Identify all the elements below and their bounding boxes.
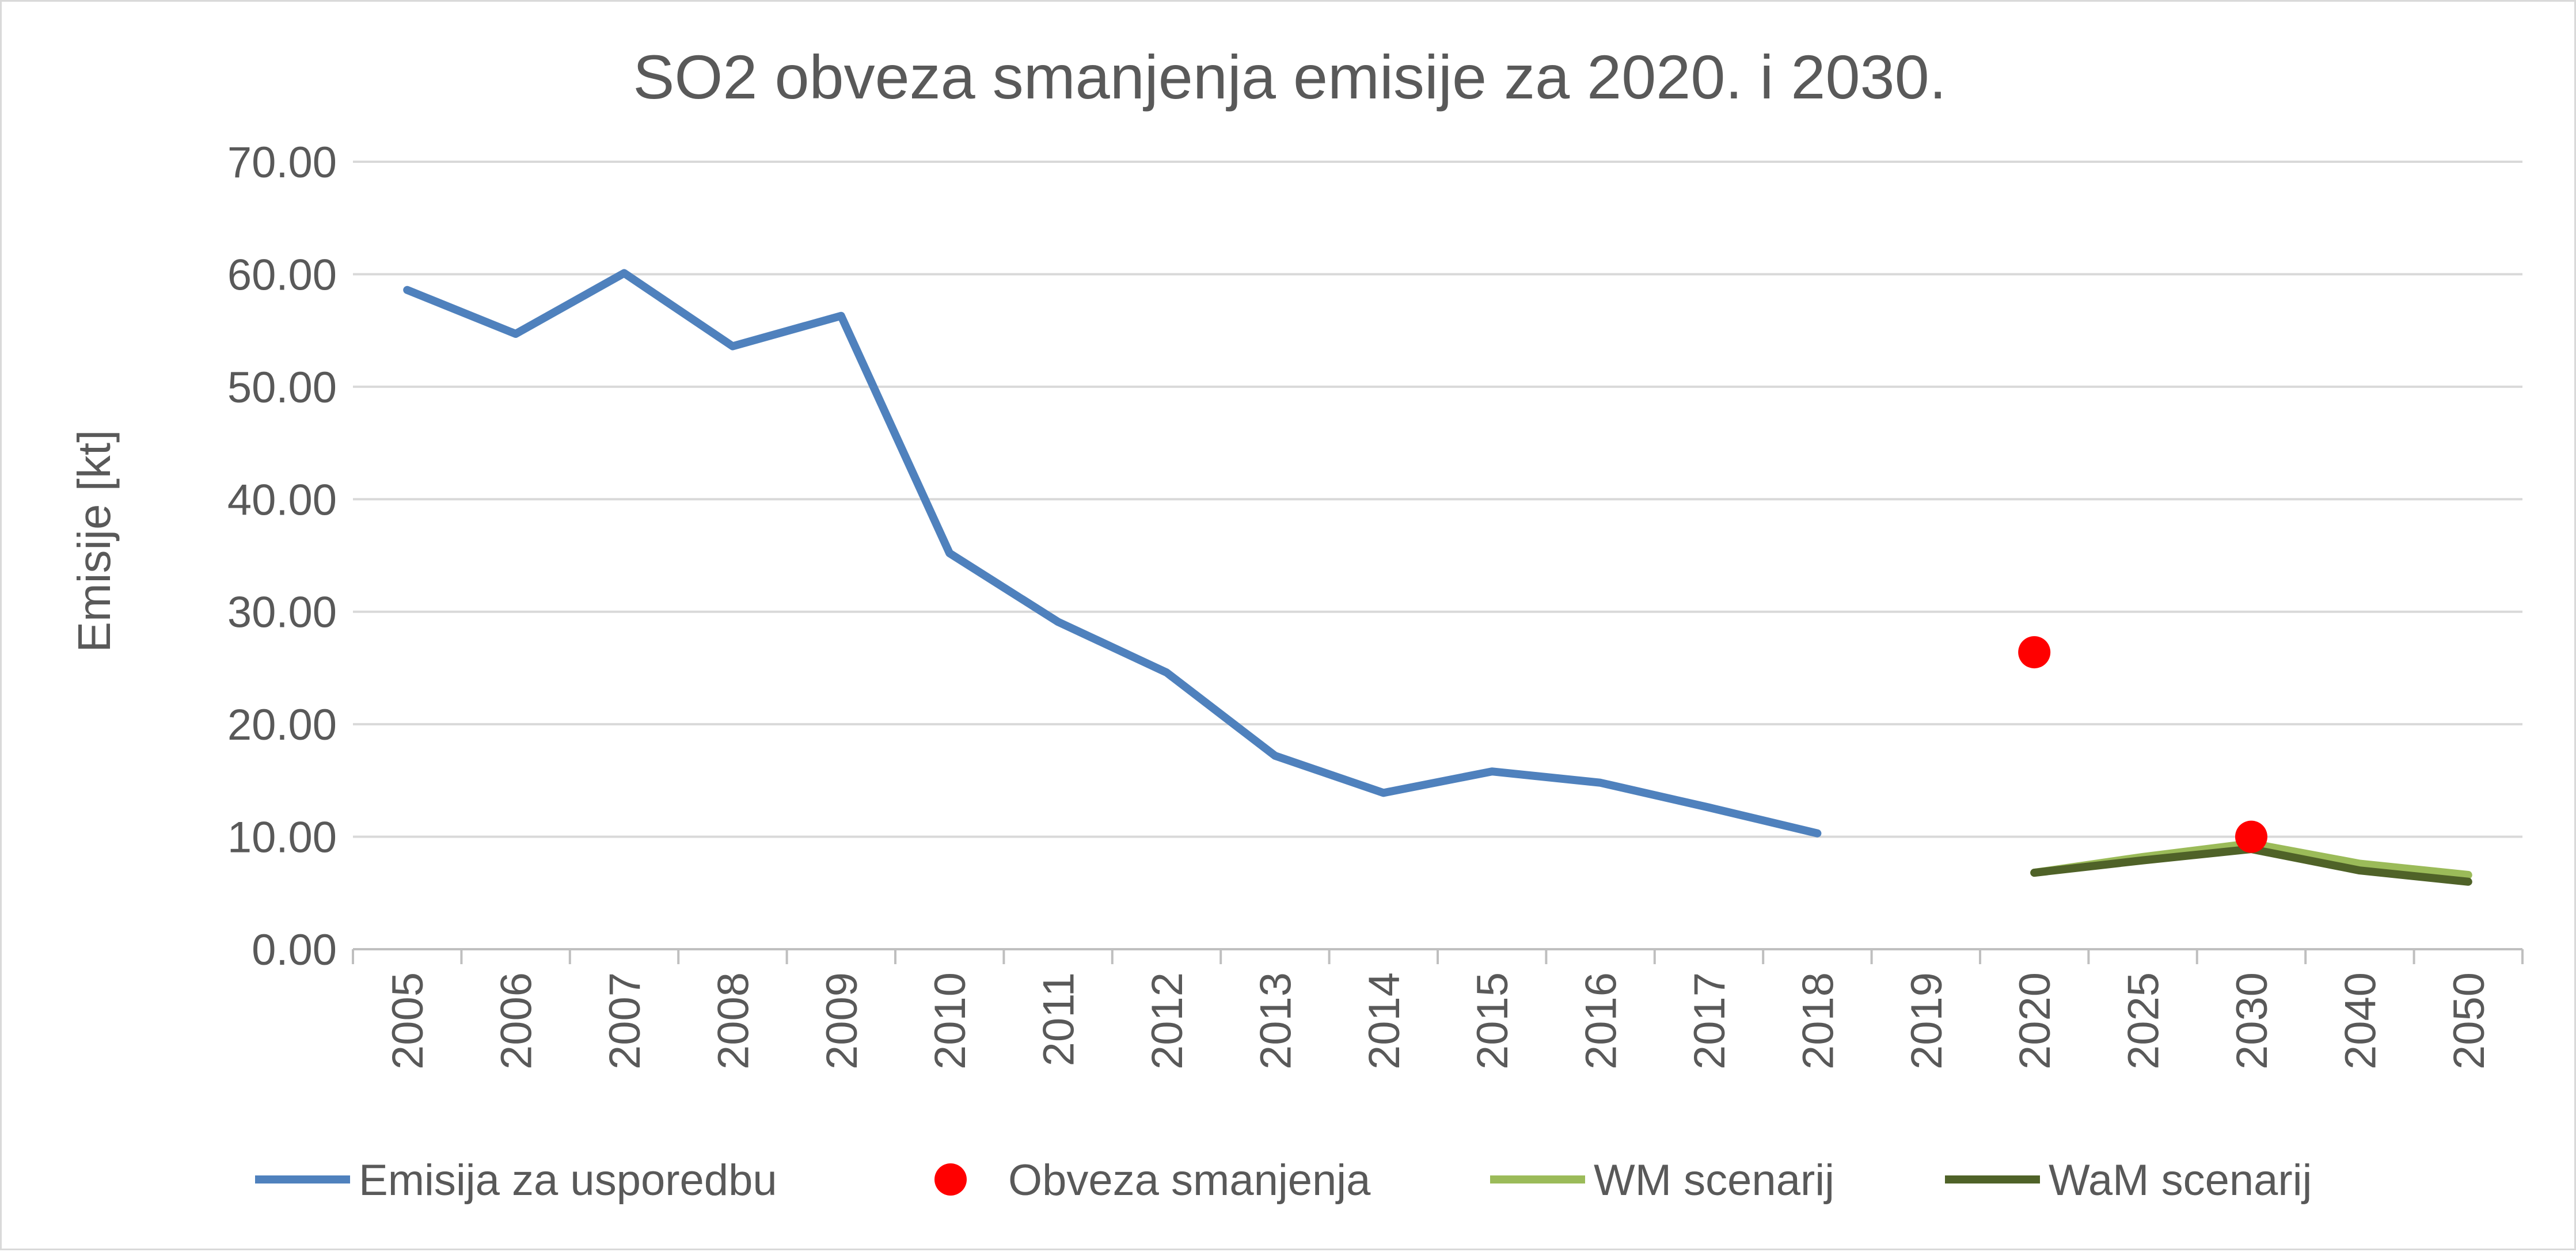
legend-label-wam-scenarij: WaM scenarij — [2049, 1156, 2312, 1205]
legend-label-emisija-za-usporedbu: Emisija za usporedbu — [359, 1156, 777, 1205]
x-tick-label: 2017 — [1685, 972, 1734, 1070]
x-tick-label: 2013 — [1251, 972, 1300, 1070]
y-tick-label: 30.00 — [227, 588, 337, 637]
x-axis — [352, 948, 2524, 964]
x-tick-label: 2030 — [2228, 972, 2277, 1070]
series-point-obveza-smanjenja — [2018, 636, 2051, 669]
y-tick-label: 60.00 — [227, 250, 337, 299]
x-tick-label: 2012 — [1143, 972, 1192, 1070]
x-tick-label: 2005 — [383, 972, 432, 1070]
x-tick-label: 2019 — [1902, 972, 1951, 1070]
x-tick-labels: 2005 2006 2007 2008 2009 2010 2011 2012 2013 2014… — [383, 972, 2494, 1070]
x-tick-label: 2008 — [709, 972, 758, 1070]
x-tick-label: 2018 — [1794, 972, 1842, 1070]
legend: Emisija za usporedbu Obveza smanjenja WM s… — [255, 1156, 2312, 1205]
series-point-obveza-smanjenja — [2235, 820, 2267, 853]
y-tick-label: 20.00 — [227, 701, 337, 749]
gridlines — [353, 161, 2522, 838]
legend-label-wm-scenarij: WM scenarij — [1594, 1156, 1834, 1205]
series-line-emisija-za-usporedbu — [403, 269, 1822, 838]
x-tick-label: 2050 — [2445, 972, 2494, 1070]
y-tick-label: 50.00 — [227, 363, 337, 412]
series-layer — [403, 269, 2472, 886]
y-axis-title: Emisije [kt] — [69, 430, 120, 653]
y-tick-label: 10.00 — [227, 813, 337, 862]
x-tick-label: 2007 — [601, 972, 649, 1070]
y-tick-labels: 0.00 10.00 20.00 30.00 40.00 50.00 60.00 70.00 — [227, 138, 337, 975]
x-tick-label: 2016 — [1577, 972, 1626, 1070]
x-tick-label: 2009 — [818, 972, 867, 1070]
x-tick-label: 2015 — [1468, 972, 1517, 1070]
y-tick-label: 0.00 — [252, 926, 337, 975]
x-tick-label: 2040 — [2336, 972, 2385, 1070]
y-tick-label: 40.00 — [227, 475, 337, 524]
x-tick-label: 2020 — [2011, 972, 2060, 1070]
chart-title: SO2 obveza smanjenja emisije za 2020. i … — [633, 42, 1946, 112]
legend-label-obveza-smanjenja: Obveza smanjenja — [1008, 1156, 1371, 1205]
x-tick-label: 2014 — [1360, 972, 1409, 1070]
legend-swatch-obveza-smanjenja — [934, 1163, 967, 1196]
x-tick-label: 2025 — [2119, 972, 2168, 1070]
x-tick-label: 2010 — [926, 972, 975, 1070]
x-tick-label: 2006 — [492, 972, 541, 1070]
y-tick-label: 70.00 — [227, 138, 337, 187]
x-tick-label: 2011 — [1035, 972, 1084, 1066]
